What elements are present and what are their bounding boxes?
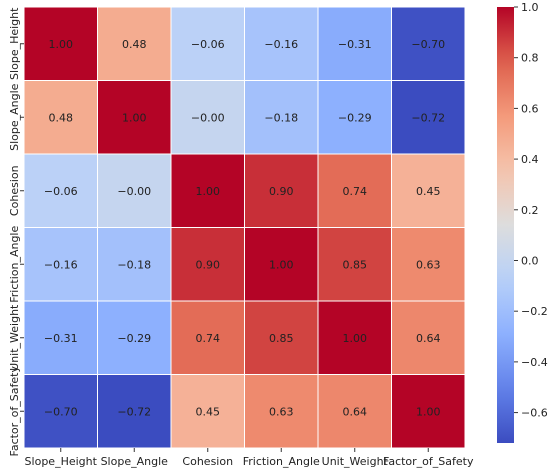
cell-value-label: −0.00 (117, 185, 151, 198)
cell-value-label: 0.90 (196, 258, 221, 271)
cell-value-label: 0.85 (269, 332, 294, 345)
cell-value-label: 1.00 (416, 405, 441, 418)
x-axis-ticks: Slope_Height Slope_Angle Cohesion Friction_… (25, 448, 474, 468)
heatmap-cell (244, 6, 319, 81)
cell-value-label: 1.00 (196, 185, 221, 198)
cell-value-label: 0.74 (343, 185, 368, 198)
heatmap-cell (170, 300, 245, 375)
cell-value-label: −0.18 (264, 111, 298, 124)
heatmap-cell (23, 374, 98, 449)
cell-value-label: −0.31 (338, 38, 372, 51)
x-tick-label: Slope_Angle (101, 455, 169, 468)
y-tick-label: Slope_Angle (8, 83, 21, 151)
heatmap-cell (317, 153, 392, 228)
cell-value-label: 1.00 (343, 332, 368, 345)
heatmap-cell (391, 80, 466, 155)
cell-value-label: 0.45 (196, 405, 221, 418)
heatmap-cell (317, 300, 392, 375)
heatmap-cell (244, 80, 319, 155)
cell-value-label: 0.85 (343, 258, 368, 271)
colorbar-tick-label: 1.0 (521, 1, 539, 14)
cell-value-label: 0.64 (343, 405, 368, 418)
x-tick-label: Unit_Weight (322, 455, 389, 468)
cell-value-label: 1.00 (269, 258, 294, 271)
cell-value-label: −0.16 (264, 38, 298, 51)
colorbar-tick-label: 0.8 (521, 52, 539, 65)
colorbar-tick-label: 0.6 (521, 102, 539, 115)
heatmap-cell (317, 6, 392, 81)
cell-value-label: 1.00 (122, 111, 147, 124)
heatmap-cell (170, 227, 245, 302)
heatmap-cell (23, 153, 98, 228)
heatmap-cell (97, 80, 172, 155)
heatmap-cell (23, 300, 98, 375)
x-tick-label: Factor_of_Safety (383, 455, 474, 468)
heatmap-cell (170, 6, 245, 81)
heatmap-cell (317, 227, 392, 302)
x-tick-label: Cohesion (182, 455, 233, 468)
y-tick-label: Friction_Angle (8, 226, 21, 303)
cell-value-label: 1.00 (49, 38, 74, 51)
heatmap-cells (23, 6, 466, 449)
cell-value-label: −0.29 (338, 111, 372, 124)
y-axis-ticks: Slope_Height Slope_Angle Cohesion Friction_… (8, 7, 24, 457)
cell-value-label: −0.06 (44, 185, 78, 198)
cell-value-label: 0.74 (196, 332, 221, 345)
x-tick-label: Slope_Height (25, 455, 98, 468)
cell-value-label: −0.06 (191, 38, 225, 51)
heatmap-cell (97, 6, 172, 81)
cell-value-label: −0.29 (117, 332, 151, 345)
cell-value-label: 0.45 (416, 185, 441, 198)
heatmap-annotations: 1.00 0.48 −0.06 −0.16 −0.31 −0.70 0.48 1.00 −0.0… (44, 38, 445, 419)
cell-value-label: 0.63 (416, 258, 441, 271)
cell-value-label: −0.00 (191, 111, 225, 124)
colorbar-tick-label: −0.4 (521, 356, 548, 369)
y-tick-label: Factor_of_Safety (8, 366, 21, 457)
heatmap-cell (97, 153, 172, 228)
heatmap-cell (391, 374, 466, 449)
cell-value-label: 0.63 (269, 405, 294, 418)
cell-value-label: 0.64 (416, 332, 441, 345)
y-tick-label: Cohesion (8, 165, 21, 216)
cell-value-label: −0.70 (411, 38, 445, 51)
colorbar-tick-label: 0.2 (521, 204, 539, 217)
colorbar-ticks: 1.0 0.8 0.6 0.4 0.2 0.0 −0.2 −0.4 −0.6 (514, 1, 548, 420)
heatmap-cell (317, 374, 392, 449)
colorbar-tick-label: 0.4 (521, 153, 539, 166)
cell-value-label: −0.70 (44, 405, 78, 418)
colorbar-tick-label: −0.2 (521, 305, 548, 318)
heatmap-cell (391, 227, 466, 302)
colorbar-tick-label: −0.6 (521, 407, 548, 420)
cell-value-label: −0.16 (44, 258, 78, 271)
heatmap-cell (391, 6, 466, 81)
cell-value-label: 0.48 (49, 111, 74, 124)
cell-value-label: −0.72 (117, 405, 151, 418)
cell-value-label: −0.31 (44, 332, 78, 345)
cell-value-label: 0.90 (269, 185, 294, 198)
cell-value-label: −0.72 (411, 111, 445, 124)
heatmap-cell (244, 300, 319, 375)
heatmap-cell (97, 227, 172, 302)
colorbar-gradient (497, 7, 514, 443)
colorbar-tick-label: 0.0 (521, 254, 539, 267)
y-tick-label: Unit_Weight (8, 304, 21, 371)
colorbar: 1.0 0.8 0.6 0.4 0.2 0.0 −0.2 −0.4 −0.6 (497, 1, 548, 443)
heatmap-cell (244, 227, 319, 302)
cell-value-label: 0.48 (122, 38, 147, 51)
heatmap-cell (391, 153, 466, 228)
heatmap-cell (391, 300, 466, 375)
x-tick-label: Friction_Angle (243, 455, 320, 468)
heatmap-cell (23, 6, 98, 81)
heatmap-cell (23, 227, 98, 302)
heatmap-cell (244, 153, 319, 228)
y-tick-label: Slope_Height (8, 7, 21, 80)
cell-value-label: −0.18 (117, 258, 151, 271)
